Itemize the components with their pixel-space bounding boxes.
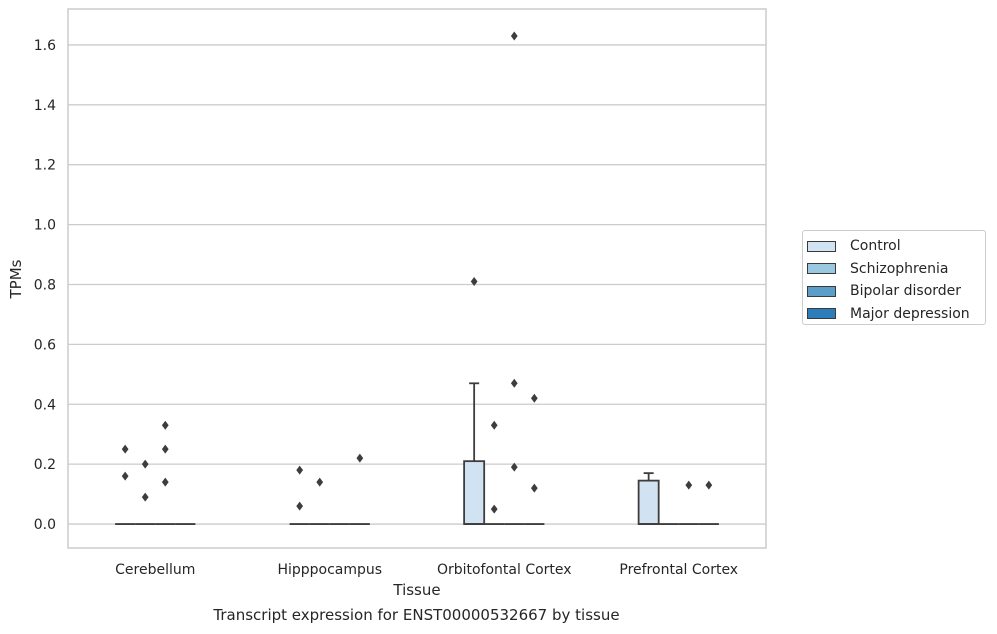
- box-1-3: [349, 453, 370, 525]
- y-tick-labels: 0.0 0.2 0.4 0.6 0.8 1.0 1.2 1.4 1.6: [34, 38, 56, 533]
- outlier-point: [510, 462, 518, 472]
- x-tick-label: Hipppocampus: [277, 562, 382, 578]
- box-2-3: [524, 393, 545, 525]
- box-0-2: [155, 420, 176, 525]
- outlier-point: [121, 444, 129, 454]
- gridlines: [68, 44, 766, 525]
- box-2-2: [504, 31, 525, 525]
- x-tick-labels: Cerebellum Hipppocampus Orbitofontal Corte…: [115, 562, 738, 578]
- outlier-point: [141, 492, 149, 502]
- legend-swatch: [807, 240, 836, 252]
- outlier-point: [490, 420, 498, 430]
- outlier-point: [510, 31, 518, 41]
- y-tick-label: 1.4: [34, 98, 56, 114]
- box-3-0: [637, 472, 660, 525]
- outlier-point: [316, 477, 324, 487]
- box-body: [463, 460, 486, 525]
- plot-area-frame: [67, 8, 767, 549]
- box-0-0: [115, 444, 136, 525]
- y-tick-label: 1.2: [34, 158, 56, 174]
- legend-item: Control: [807, 235, 985, 258]
- legend-label: Schizophrenia: [850, 260, 949, 277]
- box-2-0: [463, 276, 486, 525]
- box-3-2: [678, 480, 699, 525]
- legend-item: Major depression: [807, 303, 985, 326]
- y-tick-label: 0.4: [34, 397, 56, 413]
- box-1-1: [309, 477, 330, 525]
- y-tick-label: 0.0: [34, 517, 56, 533]
- outlier-point: [356, 453, 364, 463]
- outlier-point: [141, 459, 149, 469]
- box-body: [637, 479, 660, 525]
- outlier-point: [161, 477, 169, 487]
- outlier-point: [296, 501, 304, 511]
- y-tick-label: 0.2: [34, 457, 56, 473]
- box-3-3: [698, 480, 719, 525]
- outlier-point: [121, 471, 129, 481]
- x-tick-label: Prefrontal Cortex: [619, 562, 738, 578]
- outlier-point: [161, 444, 169, 454]
- legend-label: Major depression: [850, 305, 970, 322]
- outlier-point: [470, 276, 478, 286]
- box-2-1: [484, 420, 505, 525]
- legend-item: Schizophrenia: [807, 258, 985, 281]
- legend: Control Schizophrenia Bipolar disorder Majo…: [802, 230, 986, 325]
- outlier-point: [161, 420, 169, 430]
- outlier-point: [510, 378, 518, 388]
- y-tick-label: 1.6: [34, 38, 56, 54]
- x-tick-label: Orbitofontal Cortex: [437, 562, 572, 578]
- outlier-point: [530, 483, 538, 493]
- y-axis-label: TPMs: [7, 259, 25, 299]
- y-tick-label: 1.0: [34, 218, 56, 234]
- chart-caption: Transcript expression for ENST0000053266…: [213, 606, 620, 624]
- boxes: [115, 31, 719, 525]
- outlier-point: [530, 393, 538, 403]
- box-0-1: [135, 459, 156, 525]
- outlier-point: [490, 504, 498, 514]
- box-1-0: [289, 465, 310, 525]
- x-tick-label: Cerebellum: [115, 562, 195, 578]
- x-axis-label: Tissue: [392, 581, 440, 599]
- legend-label: Bipolar disorder: [850, 283, 962, 300]
- outlier-point: [685, 480, 693, 490]
- legend-swatch: [807, 263, 836, 275]
- y-tick-label: 0.8: [34, 277, 56, 293]
- outlier-point: [705, 480, 713, 490]
- y-tick-label: 0.6: [34, 337, 56, 353]
- legend-label: Control: [850, 238, 901, 255]
- legend-item: Bipolar disorder: [807, 280, 985, 303]
- legend-swatch: [807, 285, 836, 297]
- legend-swatch: [807, 308, 836, 320]
- outlier-point: [296, 465, 304, 475]
